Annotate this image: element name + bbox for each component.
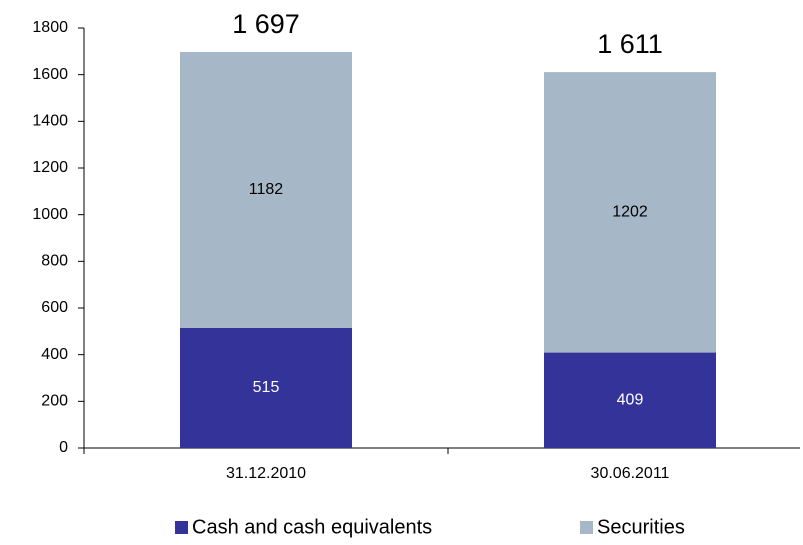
legend-swatch bbox=[175, 521, 188, 534]
bar-segment bbox=[544, 72, 716, 353]
value-label: 409 bbox=[617, 392, 644, 409]
y-tick-label: 600 bbox=[41, 299, 68, 316]
y-tick-label: 1400 bbox=[32, 113, 68, 130]
y-tick-label: 800 bbox=[41, 253, 68, 270]
bar-segment bbox=[544, 352, 716, 448]
value-label: 1182 bbox=[249, 181, 284, 198]
legend-swatch bbox=[580, 521, 593, 534]
bar-segment bbox=[180, 52, 352, 328]
x-tick-label: 31.12.2010 bbox=[226, 465, 306, 482]
y-tick-label: 400 bbox=[41, 346, 68, 363]
x-tick-label: 30.06.2011 bbox=[591, 465, 670, 482]
value-label: 1202 bbox=[612, 204, 648, 221]
y-tick-label: 1800 bbox=[32, 19, 68, 36]
y-tick-label: 1600 bbox=[32, 66, 68, 83]
y-tick-label: 1000 bbox=[32, 206, 68, 223]
value-label: 515 bbox=[253, 379, 280, 396]
total-label: 1 697 bbox=[232, 9, 300, 39]
legend-label: Securities bbox=[597, 516, 685, 538]
y-tick-label: 200 bbox=[41, 393, 68, 410]
legend-label: Cash and cash equivalents bbox=[192, 516, 432, 538]
bar-segment bbox=[180, 327, 352, 448]
y-tick-label: 1200 bbox=[32, 159, 68, 176]
y-tick-label: 0 bbox=[59, 439, 68, 456]
total-label: 1 611 bbox=[597, 29, 663, 59]
